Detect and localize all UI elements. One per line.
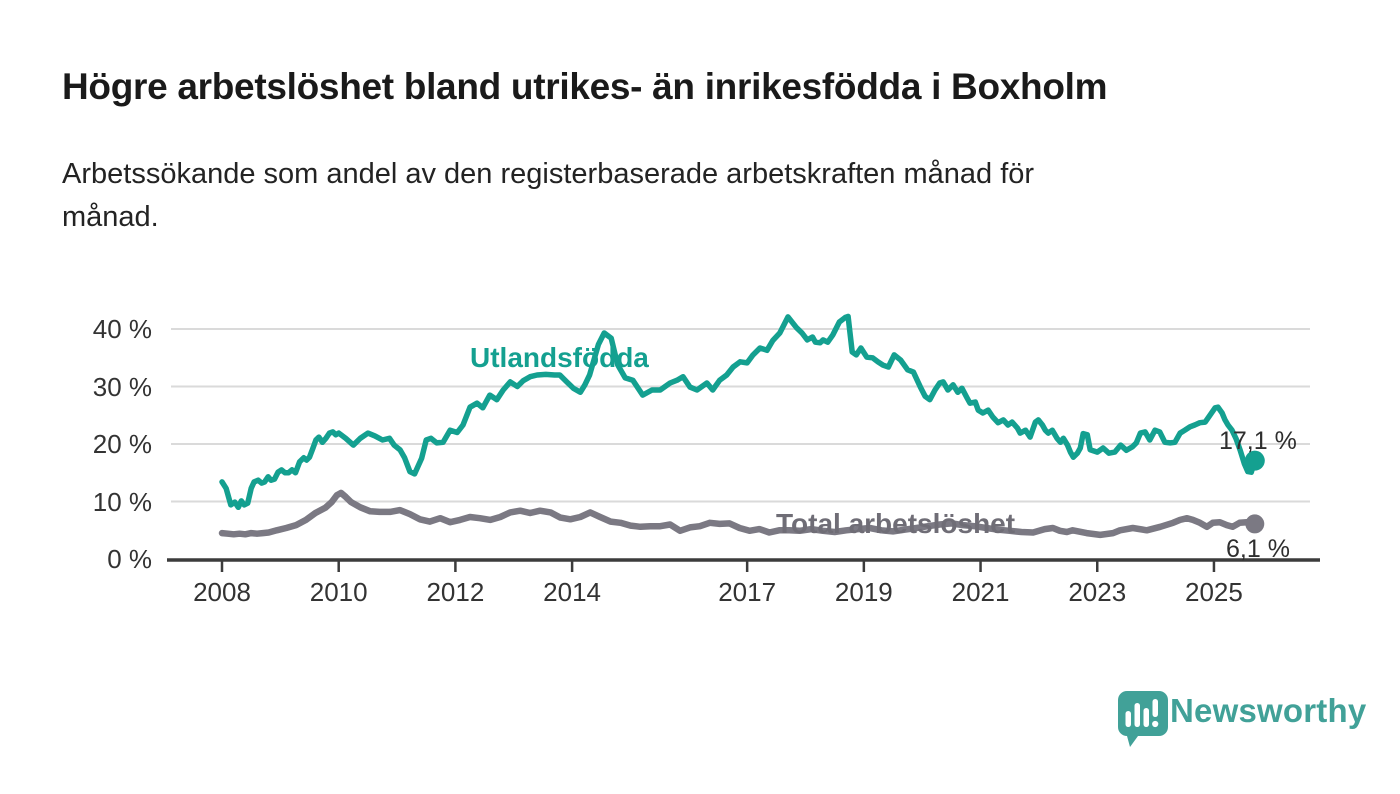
x-axis-ticks [220,561,1216,572]
y-tick-label: 20 % [92,429,152,459]
x-tick-label: 2010 [309,577,368,607]
page-title: Högre arbetslöshet bland utrikes- än inr… [62,66,1108,107]
end-value-label-utlandsfodda: 17,1 % [1219,427,1297,455]
newsworthy-speech-bubble-bar-chart-icon [1118,691,1168,747]
chart-subtitle-line2: månad. [62,201,159,233]
newsworthy-logo-text: Newsworthy [1170,692,1367,729]
series-label-utlandsfodda: Utlandsfödda [470,342,649,373]
x-tick-label: 2014 [543,577,602,607]
x-tick-label: 2017 [718,577,777,607]
x-tick-label: 2012 [426,577,485,607]
y-tick-label: 40 % [92,314,152,344]
series-end-dot-total [1245,514,1265,534]
series-line-utlandsfodda [219,313,1258,511]
y-tick-label: 0 % [107,544,152,574]
series-line-total-arbetsloshet [218,489,1259,539]
y-tick-label: 30 % [92,371,152,402]
x-tick-label: 2019 [834,577,893,607]
chart-subtitle-line1: Arbetssökande som andel av den registerb… [62,158,1035,190]
end-value-label-total: 6,1 % [1226,535,1290,563]
x-tick-label: 2025 [1185,577,1243,607]
x-tick-label: 2021 [951,577,1010,607]
x-tick-label: 2023 [1068,577,1127,607]
series-end-dot-utlandsfodda [1244,450,1265,471]
y-tick-label: 10 % [92,486,152,517]
gridlines [171,328,1310,503]
series-label-total-arbetsloshet: Total arbetslöshet [776,508,1016,539]
x-tick-label: 2008 [193,577,251,607]
newsworthy-logo: Newsworthy [1114,686,1366,750]
